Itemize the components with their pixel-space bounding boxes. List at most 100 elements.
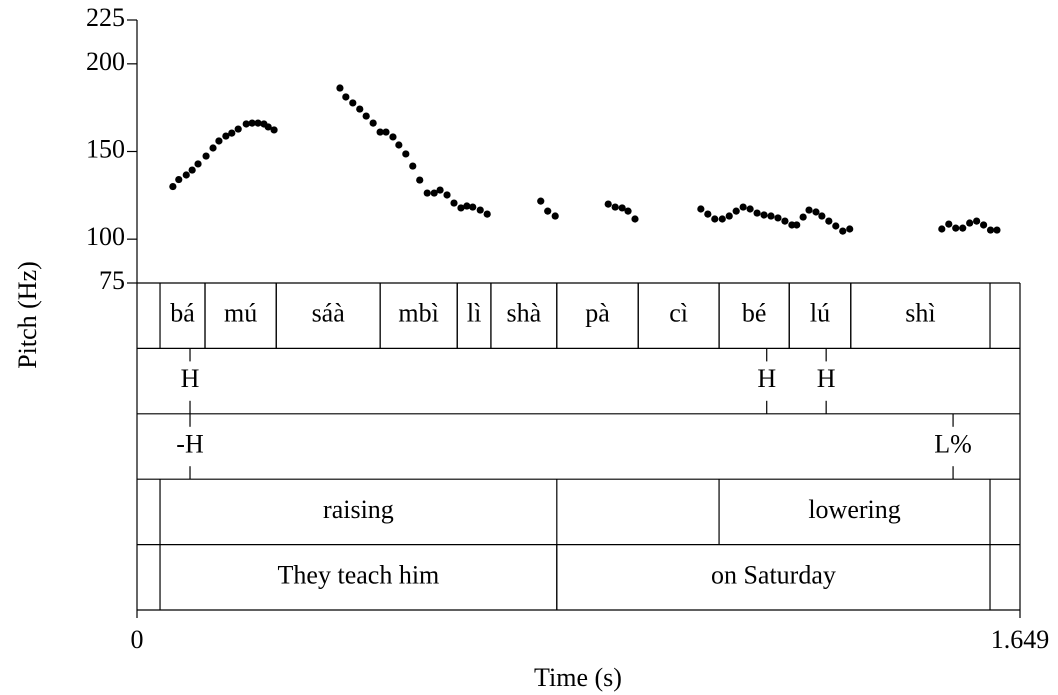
pitch-point — [188, 166, 196, 174]
pitch-point — [611, 203, 619, 211]
interval-label: sáà — [312, 299, 346, 328]
pitch-point — [409, 162, 417, 170]
pitch-point — [469, 203, 477, 211]
pitch-point — [234, 125, 242, 133]
pitch-point — [753, 209, 761, 217]
pitch-point — [270, 126, 278, 134]
pitch-point — [215, 137, 223, 145]
pitch-point — [175, 175, 183, 184]
pitch-point — [551, 212, 559, 220]
pitch-point — [812, 208, 820, 216]
pitch-point — [336, 84, 344, 92]
pitch-point — [382, 128, 390, 136]
pitch-point — [979, 221, 988, 229]
pitch-point — [202, 152, 210, 160]
pitch-point — [986, 226, 995, 234]
pitch-point — [839, 227, 847, 235]
interval-label: They teach him — [278, 560, 440, 589]
pitch-point — [781, 217, 789, 225]
x-tick-label: 1.649 — [991, 625, 1050, 654]
pitch-point — [169, 182, 177, 191]
pitch-point — [774, 214, 782, 222]
pitch-point — [402, 150, 410, 158]
point-label: H — [757, 364, 776, 393]
pitch-point — [416, 176, 424, 184]
point-label: L% — [934, 429, 972, 458]
interval-label: bé — [742, 299, 767, 328]
pitch-point — [767, 212, 775, 220]
interval-label: lowering — [808, 495, 900, 524]
pitch-point — [254, 119, 262, 127]
interval-label: mú — [224, 299, 257, 328]
y-axis-label: Pitch (Hz) — [13, 261, 42, 369]
y-tick-label: 75 — [99, 266, 125, 295]
pitch-point — [631, 215, 639, 223]
pitch-point — [846, 225, 854, 233]
y-tick-label: 150 — [86, 134, 125, 163]
pitch-point — [760, 211, 768, 219]
pitch-point — [376, 128, 384, 136]
point-label: H — [181, 364, 200, 393]
pitch-point — [362, 112, 370, 120]
x-tick-label: 0 — [131, 625, 144, 654]
pitch-point — [959, 224, 967, 232]
y-tick-label: 225 — [86, 3, 125, 32]
interval-label: shì — [905, 299, 935, 328]
pitch-point — [228, 129, 236, 137]
pitch-point — [342, 93, 350, 101]
point-label: H — [817, 364, 836, 393]
pitch-point — [182, 171, 190, 179]
pitch-point — [242, 120, 250, 128]
interval-label: lú — [810, 299, 830, 328]
pitch-point — [450, 199, 458, 207]
pitch-point — [966, 219, 974, 227]
pitch-point — [463, 202, 471, 210]
pitch-point — [973, 217, 981, 225]
pitch-point — [436, 186, 444, 194]
pitch-point — [389, 133, 397, 141]
pitch-point — [430, 189, 438, 197]
y-tick-label: 200 — [86, 47, 125, 76]
pitch-point — [825, 217, 833, 225]
pitch-point — [832, 222, 840, 230]
interval-label: bá — [170, 299, 195, 328]
pitch-point — [799, 213, 807, 221]
pitch-point — [369, 119, 377, 127]
pitch-point — [349, 99, 357, 107]
interval-label: pà — [585, 299, 610, 328]
interval-label: shà — [507, 299, 542, 328]
pitch-point — [805, 206, 813, 214]
pitch-point — [993, 226, 1001, 234]
pitch-point — [704, 210, 712, 218]
pitch-point — [544, 207, 552, 215]
pitch-point — [938, 225, 946, 233]
pitch-point — [725, 212, 733, 220]
pitch-point — [818, 212, 826, 220]
point-label: -H — [176, 429, 204, 458]
pitch-point — [264, 123, 272, 131]
pitch-point — [194, 160, 202, 168]
pitch-point — [537, 197, 545, 205]
interval-label: cì — [669, 299, 688, 328]
pitch-point — [718, 215, 726, 223]
pitch-point — [604, 200, 612, 208]
pitch-point — [476, 206, 484, 214]
y-tick-label: 100 — [86, 222, 125, 251]
x-axis-label: Time (s) — [534, 663, 622, 692]
pitch-point — [793, 221, 801, 229]
pitch-point — [697, 205, 705, 213]
pitch-point — [711, 215, 719, 223]
pitch-point — [423, 189, 431, 197]
pitch-point — [945, 220, 953, 228]
pitch-point — [395, 141, 403, 149]
pitch-point — [222, 132, 230, 140]
pitch-point — [457, 204, 465, 212]
interval-label: on Saturday — [711, 560, 836, 589]
pitch-point — [356, 105, 364, 113]
pitch-point — [952, 224, 960, 232]
interval-label: mbì — [398, 299, 438, 328]
pitch-point — [624, 207, 632, 215]
interval-label: lì — [467, 299, 481, 328]
pitch-point — [732, 207, 740, 215]
